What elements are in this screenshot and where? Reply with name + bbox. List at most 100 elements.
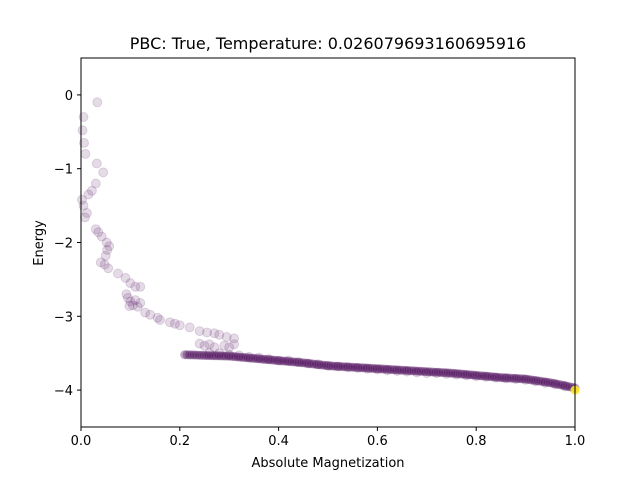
data-point bbox=[229, 333, 240, 344]
band-layer bbox=[180, 350, 580, 393]
band-point bbox=[387, 365, 397, 375]
band-point bbox=[243, 353, 253, 363]
band-point bbox=[382, 364, 392, 374]
data-point bbox=[104, 241, 115, 252]
band-point bbox=[521, 374, 531, 384]
data-point bbox=[140, 307, 151, 318]
data-point bbox=[540, 377, 551, 388]
band-point bbox=[375, 364, 385, 374]
band-point bbox=[385, 364, 395, 374]
y-tick-label: −1 bbox=[54, 163, 73, 178]
band-point bbox=[504, 373, 514, 383]
band-point bbox=[392, 365, 402, 375]
band-point bbox=[263, 355, 273, 365]
x-tick-label: 1.0 bbox=[565, 434, 586, 449]
band-point bbox=[360, 363, 370, 373]
band-point bbox=[507, 373, 517, 383]
data-point bbox=[96, 231, 107, 242]
data-point bbox=[80, 212, 90, 223]
data-point bbox=[263, 354, 274, 365]
band-point bbox=[319, 360, 329, 370]
data-point bbox=[332, 361, 343, 372]
band-point bbox=[231, 352, 241, 362]
band-point bbox=[553, 379, 563, 389]
data-point bbox=[145, 309, 156, 320]
band-point bbox=[226, 351, 236, 361]
band-point bbox=[497, 373, 507, 383]
band-point bbox=[207, 351, 217, 361]
band-point bbox=[463, 370, 473, 380]
band-point bbox=[485, 372, 495, 381]
chart-title: PBC: True, Temperature: 0.02607969316069… bbox=[130, 34, 526, 53]
band-point bbox=[275, 356, 285, 366]
band-point bbox=[519, 374, 529, 384]
band-point bbox=[355, 363, 365, 373]
data-point bbox=[204, 339, 215, 350]
band-point bbox=[233, 352, 243, 362]
data-point bbox=[530, 376, 541, 387]
data-point bbox=[550, 379, 561, 390]
band-point bbox=[280, 356, 290, 366]
band-point bbox=[341, 362, 351, 372]
band-point bbox=[370, 364, 380, 374]
data-point bbox=[382, 365, 393, 376]
band-point bbox=[426, 367, 436, 377]
data-point bbox=[130, 281, 141, 292]
data-point bbox=[421, 368, 432, 379]
band-point bbox=[548, 378, 558, 388]
data-point bbox=[101, 237, 112, 248]
band-point bbox=[533, 376, 543, 386]
band-point bbox=[472, 371, 482, 380]
data-point bbox=[431, 368, 442, 379]
band-point bbox=[516, 374, 526, 384]
x-tick-label: 0.4 bbox=[268, 434, 289, 449]
data-point bbox=[253, 352, 264, 363]
data-point bbox=[283, 355, 294, 366]
band-point bbox=[199, 350, 209, 360]
band-point bbox=[358, 363, 368, 373]
band-point bbox=[451, 369, 460, 378]
data-point bbox=[125, 278, 136, 289]
band-point bbox=[492, 372, 502, 382]
band-point bbox=[441, 368, 451, 378]
band-point bbox=[509, 373, 519, 383]
data-point bbox=[342, 362, 353, 373]
band-point bbox=[270, 355, 280, 365]
band-point bbox=[551, 379, 560, 389]
band-point bbox=[433, 367, 443, 377]
band-point bbox=[253, 354, 263, 364]
band-point bbox=[302, 358, 312, 368]
data-point bbox=[500, 373, 511, 384]
band-point bbox=[412, 366, 421, 376]
data-point bbox=[113, 268, 123, 279]
data-point bbox=[121, 289, 132, 300]
data-point bbox=[100, 250, 111, 261]
band-point bbox=[343, 362, 353, 372]
x-tick-label: 0.8 bbox=[466, 434, 487, 449]
y-tick-label: −2 bbox=[54, 237, 73, 252]
band-point bbox=[429, 367, 438, 377]
data-point bbox=[219, 340, 230, 351]
band-point bbox=[268, 355, 277, 365]
band-point bbox=[346, 362, 356, 372]
band-point bbox=[529, 375, 538, 385]
band-point bbox=[514, 374, 524, 384]
band-point bbox=[251, 354, 260, 363]
data-point bbox=[77, 194, 87, 205]
band-point bbox=[424, 367, 434, 377]
band-point bbox=[321, 361, 331, 370]
band-point bbox=[480, 371, 490, 381]
band-point bbox=[182, 350, 192, 360]
data-point bbox=[224, 342, 235, 353]
data-point bbox=[86, 185, 97, 196]
band-point bbox=[407, 366, 417, 376]
x-tick-label: 0.0 bbox=[71, 434, 92, 449]
data-point bbox=[471, 371, 482, 382]
band-point bbox=[390, 365, 399, 375]
band-point bbox=[380, 364, 390, 374]
band-point bbox=[255, 354, 265, 364]
band-point bbox=[309, 359, 319, 369]
x-axis-label: Absolute Magnetization bbox=[251, 456, 404, 471]
band-point bbox=[294, 357, 304, 367]
